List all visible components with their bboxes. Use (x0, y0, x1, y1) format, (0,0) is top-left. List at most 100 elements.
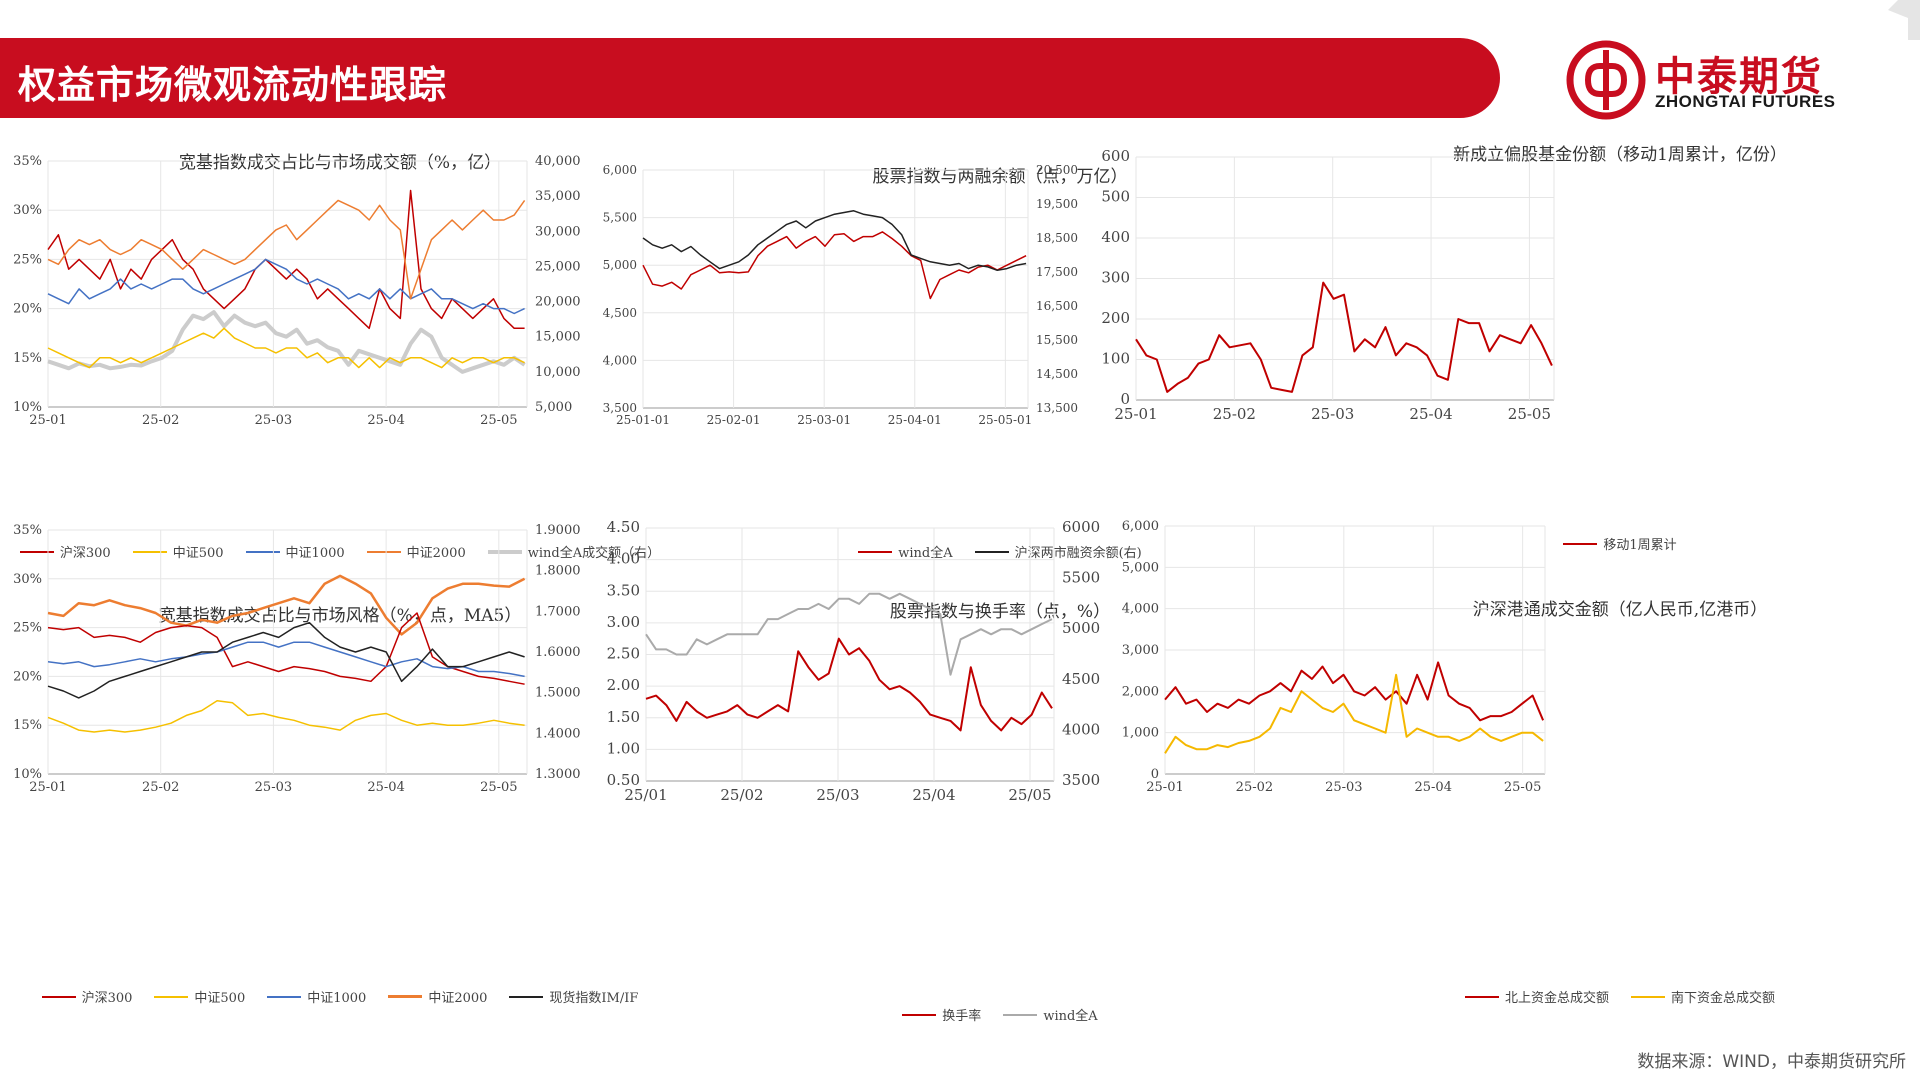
y2-tick-label: 1.3000 (535, 767, 581, 782)
x-tick-label: 25-04 (367, 413, 404, 428)
y-tick-label: 6,000 (603, 163, 637, 177)
y-tick-label: 500 (1101, 188, 1130, 206)
y-tick-label: 10% (13, 400, 42, 415)
legend-label: 中证500 (172, 546, 224, 561)
y2-tick-label: 5500 (1062, 569, 1100, 587)
series-line (1135, 281, 1553, 393)
chart-2: 股票指数与两融余额（点，万亿） 3,500 4,000 4,500 5,000 5,50… (603, 140, 1300, 570)
chart-plot: 10% 15% 20% 25% 30% 35% 5,000 10,000 15,000 20,00… (13, 154, 581, 428)
y2-tick-label: 17,500 (1036, 265, 1078, 279)
y-tick-label: 200 (1101, 309, 1130, 327)
y2-tick-label: 3500 (1062, 771, 1100, 789)
chart-4: 宽基指数成交占比与市场风格（%，点，MA5） 10% 15% 20% 25% 30% 35… (10, 523, 670, 1015)
y2-tick-label: 16,500 (1036, 299, 1078, 313)
legend-swatch (19, 550, 54, 553)
series-line (645, 592, 1053, 676)
y2-tick-label: 4500 (1062, 670, 1100, 688)
x-tick-label: 25/05 (1008, 786, 1051, 804)
page-title: 权益市场微观流动性跟踪 (18, 63, 448, 107)
legend-label: wind全A (1043, 1009, 1098, 1024)
series-line (47, 327, 525, 369)
y2-tick-label: 1.9000 (535, 523, 581, 538)
chart-legend: 移动1周累计 (1330, 534, 1910, 553)
legend-swatch (1464, 995, 1499, 998)
y-tick-label: 1,000 (1122, 726, 1159, 741)
legend-item: 中证1000 (245, 542, 345, 561)
y-tick-label: 5,500 (603, 211, 637, 225)
logo-text: 中泰期货 (1655, 54, 1823, 100)
chart-legend: 沪深300 中证500 中证1000 中证2000 wind全A成交额（右） (10, 542, 670, 561)
x-tick-label: 25-05 (1504, 780, 1541, 795)
legend-swatch (974, 550, 1009, 553)
legend-label: 中证1000 (285, 546, 345, 561)
y-tick-label: 400 (1101, 228, 1130, 246)
chart-legend: 换手率 wind全A (700, 1005, 1300, 1024)
series-line (47, 621, 525, 699)
legend-item: wind全A (1003, 1005, 1098, 1024)
y-tick-label: 25% (13, 621, 42, 636)
legend-label: 沪深300 (81, 991, 133, 1006)
legend-swatch (388, 995, 423, 998)
y-tick-label: 2.00 (607, 676, 640, 694)
y-tick-label: 30% (13, 572, 42, 587)
source-note: 数据来源：WIND，中泰期货研究所 (1637, 1052, 1906, 1072)
x-tick-label: 25-02 (1236, 780, 1273, 795)
legend-swatch (154, 995, 189, 998)
series-line (47, 700, 525, 733)
legend-item: 中证2000 (366, 542, 466, 561)
chart-title: 新成立偏股基金份额（移动1周累计，亿份） (1453, 145, 1787, 165)
header-bar (0, 38, 1500, 118)
y-tick-label: 300 (1101, 269, 1130, 287)
legend-label: wind全A成交额（右） (527, 546, 661, 561)
series-line (1164, 673, 1544, 754)
logo-mark-icon (1566, 40, 1646, 120)
chart-6: 沪深港通成交金额（亿人民币,亿港币） 0 1,000 2,000 3,000 4,000… (1122, 519, 1910, 1015)
x-tick-label: 25-04 (1414, 780, 1451, 795)
y2-tick-label: 1.5000 (535, 686, 581, 701)
y-tick-label: 5,000 (603, 258, 637, 272)
chart-title: 股票指数与两融余额（点，万亿） (872, 167, 1128, 187)
x-tick-label: 25-01 (29, 780, 66, 795)
chart-title: 宽基指数成交占比与市场风格（%，点，MA5） (158, 606, 522, 626)
chart-5: 股票指数与换手率（点，%） 0.50 1.00 1.50 2.00 2.50 3.00 3.… (607, 518, 1300, 1035)
chart-legend: wind全A 沪深两市融资余额(右) (700, 542, 1300, 561)
legend-item: 南下资金总成交额 (1631, 987, 1775, 1006)
legend-item: 中证500 (132, 542, 224, 561)
y-tick-label: 4,000 (603, 353, 637, 367)
series-line (47, 641, 525, 678)
chart-plot: 0 100 200 300 400 500 600 25-01 25-02 25-03 25-04 2… (1101, 147, 1555, 423)
legend-swatch (509, 995, 544, 998)
legend-label: 沪深两市融资余额(右) (1014, 546, 1142, 561)
legend-swatch (858, 550, 893, 553)
y2-tick-label: 1.6000 (535, 645, 581, 660)
y2-tick-label: 35,000 (535, 189, 581, 204)
x-tick-label: 25-03 (255, 780, 292, 795)
legend-item: 中证500 (154, 987, 245, 1006)
legend-swatch (1631, 995, 1665, 998)
x-tick-label: 25-03 (1325, 780, 1362, 795)
y2-tick-label: 40,000 (535, 154, 581, 169)
legend-item: 中证2000 (388, 987, 487, 1006)
y2-tick-label: 20,500 (1036, 163, 1078, 177)
y-tick-label: 15% (13, 718, 42, 733)
y2-tick-label: 15,500 (1036, 333, 1078, 347)
x-tick-label: 25-04-01 (888, 413, 942, 427)
y-tick-label: 4,000 (1122, 602, 1159, 617)
y-tick-label: 25% (13, 252, 42, 267)
y2-tick-label: 30,000 (535, 224, 581, 239)
x-tick-label: 25-03 (255, 413, 292, 428)
corner-chevron-icon (1888, 0, 1920, 40)
y-tick-label: 2,000 (1122, 684, 1159, 699)
y-tick-label: 0.50 (607, 771, 640, 789)
legend-item: 中证1000 (267, 987, 366, 1006)
x-tick-label: 25-03-01 (797, 413, 851, 427)
y-tick-label: 20% (13, 302, 42, 317)
x-tick-label: 25-01 (29, 413, 66, 428)
y-tick-label: 10% (13, 767, 42, 782)
series-line (47, 199, 526, 300)
y-tick-label: 6,000 (1122, 519, 1159, 534)
series-line (47, 574, 526, 636)
x-tick-label: 25/01 (624, 786, 667, 804)
x-tick-label: 25-02-01 (707, 413, 761, 427)
x-tick-label: 25-05 (480, 780, 517, 795)
